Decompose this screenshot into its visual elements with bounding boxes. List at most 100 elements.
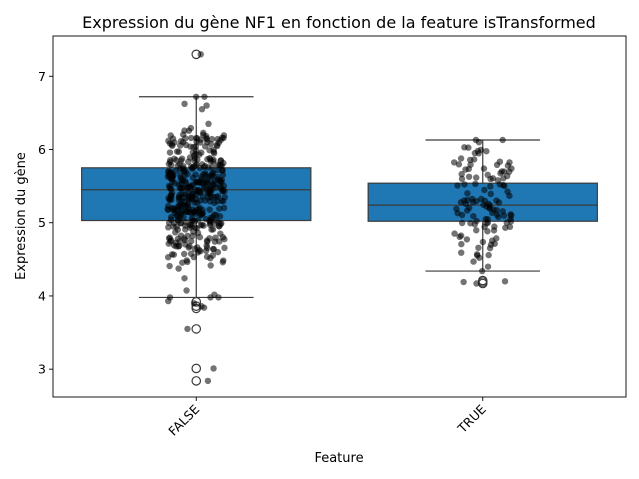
strip-point [216, 162, 223, 169]
strip-point [215, 222, 223, 230]
strip-point [192, 93, 200, 100]
strip-point [204, 180, 212, 187]
strip-point [200, 131, 207, 139]
strip-point [460, 197, 468, 204]
strip-point [217, 184, 224, 192]
strip-point [167, 214, 175, 221]
strip-point [506, 168, 513, 175]
strip-point [506, 159, 513, 166]
strip-point [198, 221, 206, 228]
outlier-point [191, 363, 202, 374]
strip-point [200, 186, 207, 193]
strip-point [487, 190, 494, 198]
box-group-false [81, 49, 312, 386]
strip-point [181, 100, 188, 108]
strip-point [219, 171, 227, 179]
strip-point [194, 249, 201, 256]
strip-point [178, 155, 186, 162]
strip-point [175, 194, 183, 201]
strip-point [191, 208, 198, 215]
strip-point [480, 165, 488, 172]
strip-point [189, 149, 197, 156]
strip-point [185, 127, 193, 134]
strip-point [184, 184, 191, 192]
strip-point [220, 204, 228, 212]
plot-frame [52, 35, 627, 398]
strip-point [204, 244, 211, 252]
strip-point [484, 263, 492, 270]
y-tick-label: 4 [38, 288, 46, 303]
strip-point [209, 169, 216, 176]
strip-point [495, 213, 502, 221]
outlier-point [191, 376, 202, 386]
strip-point [205, 120, 212, 128]
strip-point [166, 149, 174, 156]
strip-point [201, 162, 209, 170]
strip-point [172, 239, 180, 247]
strip-point [456, 233, 463, 241]
strip-point [203, 237, 211, 244]
strip-point [203, 102, 210, 109]
strip-point [204, 377, 212, 385]
strip-point [221, 194, 229, 201]
strip-point [467, 220, 474, 227]
strip-point [473, 227, 480, 234]
strip-point [216, 177, 224, 185]
strip-point [166, 140, 174, 147]
strip-point [178, 184, 186, 192]
outlier-point [191, 324, 202, 334]
strip-point [183, 287, 190, 294]
strip-point [187, 134, 195, 142]
strip-point [458, 211, 466, 219]
strip-point [197, 197, 204, 204]
strip-point [190, 300, 198, 307]
strip-point [214, 248, 222, 256]
strip-point [180, 250, 188, 258]
strip-point [175, 265, 182, 272]
y-tick-label: 5 [38, 215, 46, 230]
strip-point [465, 165, 473, 173]
strip-point [177, 209, 185, 216]
plot-area [81, 49, 598, 386]
strip-point [165, 297, 172, 305]
strip-point [221, 236, 228, 243]
strip-point [460, 278, 467, 286]
strip-point [169, 178, 176, 186]
strip-point [493, 206, 500, 214]
box-group-true [367, 136, 598, 289]
y-tick-label: 6 [38, 142, 46, 157]
strip-point [487, 175, 494, 183]
strip-point [166, 183, 174, 190]
strip-point [184, 208, 191, 216]
strip-point [211, 238, 219, 245]
strip-point [169, 135, 177, 142]
strip-point [201, 93, 208, 100]
strip-point [500, 175, 507, 182]
strip-point [194, 217, 202, 224]
strip-point [458, 175, 466, 183]
strip-point [507, 215, 514, 223]
strip-point [470, 212, 477, 220]
strip-point [168, 196, 175, 203]
strip-point [202, 170, 209, 177]
strip-point [215, 294, 222, 301]
strip-point [483, 148, 490, 155]
strip-point [166, 262, 173, 270]
strip-point [221, 244, 228, 252]
strip-point [165, 224, 172, 231]
strip-point [212, 211, 220, 219]
strip-point [196, 151, 203, 158]
strip-point [173, 157, 180, 164]
strip-point [507, 211, 514, 218]
strip-point [463, 236, 471, 243]
strip-point [478, 195, 485, 203]
strip-point [486, 204, 493, 212]
strip-point [177, 142, 184, 149]
strip-point [473, 174, 480, 181]
strip-point [187, 237, 195, 245]
strip-point [206, 154, 213, 162]
strip-point [453, 205, 460, 213]
strip-point [493, 161, 501, 169]
strip-point [501, 278, 509, 285]
